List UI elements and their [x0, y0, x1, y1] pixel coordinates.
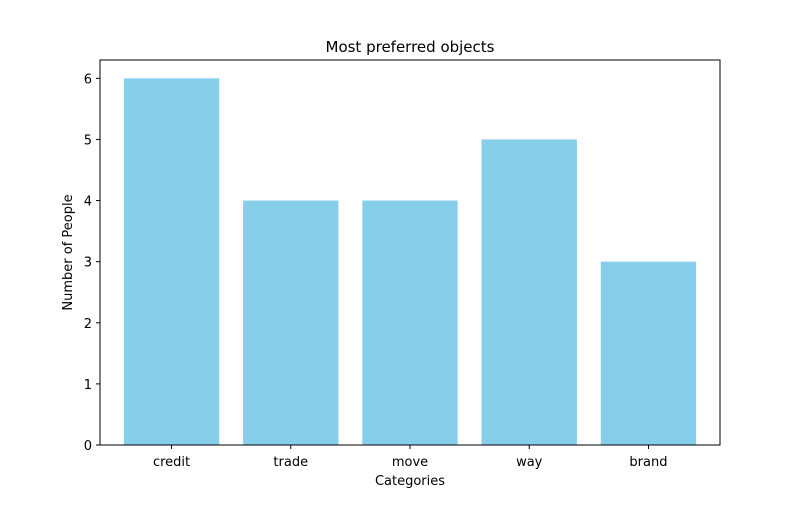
x-tick-label: credit	[153, 455, 190, 470]
x-tick-label: brand	[629, 455, 667, 470]
y-tick-label: 0	[84, 439, 92, 454]
bar-brand	[600, 261, 697, 445]
y-tick-label: 1	[84, 378, 92, 393]
x-tick-label: way	[516, 455, 543, 470]
bar-credit	[123, 78, 220, 445]
y-axis-ticks: 0 1 2 3 4 5 6	[84, 72, 100, 454]
x-axis-label: Categories	[375, 474, 445, 489]
bar-way	[481, 139, 577, 445]
bar-move	[362, 200, 458, 445]
chart-title: Most preferred objects	[326, 38, 495, 56]
y-tick-label: 5	[84, 133, 92, 148]
x-tick-label: move	[392, 455, 428, 470]
y-tick-label: 6	[84, 72, 92, 87]
x-tick-label: trade	[273, 455, 308, 470]
y-axis-label: Number of People	[61, 194, 76, 310]
bar-trade	[243, 200, 339, 445]
x-axis-ticks: credit trade move way brand	[153, 445, 667, 470]
y-tick-label: 3	[84, 256, 92, 271]
y-tick-label: 4	[84, 195, 92, 210]
y-tick-label: 2	[84, 317, 92, 332]
bars-group	[123, 78, 697, 445]
